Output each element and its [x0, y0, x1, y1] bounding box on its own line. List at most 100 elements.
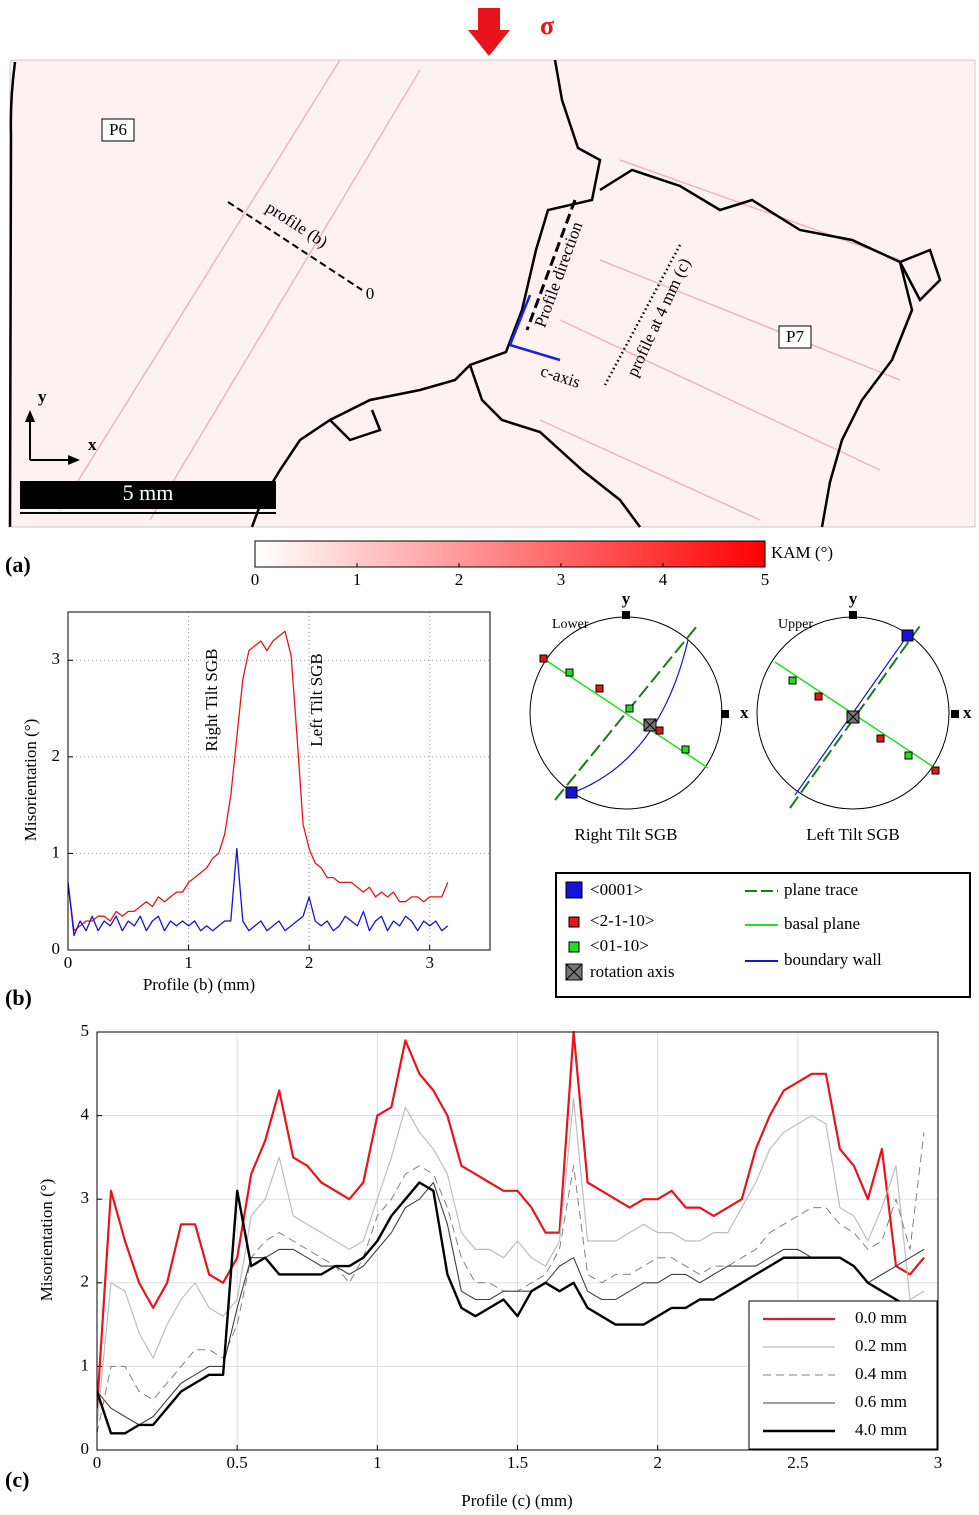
- legend-label: <2-1-10>: [590, 911, 655, 930]
- rotation-axis-cross: [846, 710, 860, 724]
- grain-label: P6: [109, 120, 127, 139]
- hemisphere-label: Lower: [552, 617, 589, 632]
- axis-label: x: [88, 435, 97, 454]
- legend-label: 0.2 mm: [855, 1336, 907, 1355]
- x-tick-label: 0: [93, 1453, 102, 1472]
- legend-label: <01-10>: [590, 936, 649, 955]
- x-tick-label: 0: [64, 953, 73, 972]
- pole-figures: Lower y x Right Tilt SGB Upper y x Left …: [529, 589, 972, 844]
- pole-2-1-10: [814, 692, 823, 701]
- x-axis-label: Profile (b) (mm): [143, 975, 255, 994]
- axis-label: x: [963, 703, 972, 722]
- data-line: [68, 847, 449, 937]
- map-background: [9, 59, 976, 528]
- colorbar-tick-label: 4: [659, 570, 668, 589]
- colorbar-tick-label: 3: [557, 570, 566, 589]
- data-line: [97, 1132, 925, 1434]
- axis-marker: [849, 611, 857, 619]
- annotation: Left Tilt SGB: [307, 653, 326, 747]
- scale-bar-label: 5 mm: [123, 480, 174, 505]
- y-axis-label: Misorientation (°): [21, 719, 40, 841]
- pole-caption: Right Tilt SGB: [574, 825, 677, 844]
- data-line: [68, 630, 449, 932]
- pole-caption: Left Tilt SGB: [806, 825, 900, 844]
- stress-label: σ: [540, 11, 554, 40]
- pole-2-1-10: [655, 726, 664, 735]
- arrow-head: [25, 410, 35, 422]
- profile-b-line: [227, 201, 363, 291]
- pole-01-10: [625, 704, 634, 713]
- y-tick-label: 4: [81, 1105, 90, 1124]
- pole-01-10: [788, 676, 797, 685]
- legend-label: 0.0 mm: [855, 1308, 907, 1327]
- grain-label: P7: [786, 327, 804, 346]
- pole-2-1-10: [876, 734, 885, 743]
- kam-map: P6 P7 profile (b) 0 Profile direction c-…: [8, 59, 976, 528]
- legend-label: <0001>: [590, 880, 643, 899]
- colorbar-label: KAM (°): [771, 543, 833, 562]
- axis-label: x: [740, 703, 749, 722]
- x-axis-label: Profile (c) (mm): [461, 1491, 572, 1510]
- colorbar-tick-label: 0: [251, 570, 260, 589]
- x-tick-label: 2: [305, 953, 314, 972]
- pole-0001: [901, 629, 914, 642]
- pole-2-1-10: [539, 654, 548, 663]
- hemisphere-label: Upper: [778, 617, 813, 632]
- y-tick-label: 5: [81, 1021, 90, 1040]
- y-tick-label: 3: [52, 649, 61, 668]
- colorbar-tick-label: 2: [455, 570, 464, 589]
- colorbar-tick-label: 1: [353, 570, 362, 589]
- colorbar: [254, 540, 766, 568]
- legend-swatch: [568, 941, 580, 953]
- axis-marker: [721, 710, 729, 718]
- pole-01-10: [904, 751, 913, 760]
- legend-label: 0.4 mm: [855, 1364, 907, 1383]
- data-line: [97, 1030, 925, 1409]
- data-line: [97, 1181, 925, 1426]
- legend-label: basal plane: [784, 914, 860, 933]
- grain-boundaries: [8, 59, 942, 528]
- y-tick-label: 2: [52, 746, 61, 765]
- x-tick-label: 2: [653, 1453, 662, 1472]
- pole-2-1-10: [595, 684, 604, 693]
- annotation: Right Tilt SGB: [202, 648, 221, 751]
- stress-arrow: [478, 8, 500, 30]
- axis-arrow: [508, 294, 532, 346]
- y-axis-label: Misorientation (°): [37, 1179, 56, 1301]
- legend-swatch: [565, 881, 583, 899]
- x-tick-label: 1: [373, 1453, 382, 1472]
- plot-frame: [67, 611, 491, 951]
- y-tick-label: 2: [81, 1272, 90, 1291]
- axis-marker: [951, 710, 959, 718]
- y-tick-label: 0: [81, 1439, 90, 1458]
- panel-label: (c): [5, 1467, 29, 1492]
- y-tick-label: 3: [81, 1188, 90, 1207]
- x-tick-label: 2.5: [787, 1453, 808, 1472]
- legend-label: boundary wall: [784, 950, 882, 969]
- x-tick-label: 1: [184, 953, 193, 972]
- arrow-head: [68, 455, 80, 465]
- pole-01-10: [565, 668, 574, 677]
- axis-label: y: [38, 387, 47, 406]
- y-tick-label: 1: [81, 1355, 90, 1374]
- x-tick-label: 0.5: [227, 1453, 248, 1472]
- legend-label: plane trace: [784, 880, 858, 899]
- grain-box: [101, 118, 135, 142]
- legend-box: [555, 872, 971, 998]
- data-line: [97, 1098, 925, 1425]
- colorbar-tick-label: 5: [761, 570, 770, 589]
- scale-bar: [20, 481, 276, 509]
- legend-label: 0.6 mm: [855, 1392, 907, 1411]
- origin-label: 0: [366, 284, 375, 303]
- pole-0001: [565, 786, 578, 799]
- panel-label: (b): [5, 985, 32, 1010]
- y-tick-label: 1: [52, 842, 61, 861]
- pole-2-1-10: [931, 766, 940, 775]
- legend-swatch: [565, 963, 583, 981]
- stress-arrow-head: [468, 30, 510, 56]
- x-tick-label: 1.5: [507, 1453, 528, 1472]
- legend-swatch: [568, 916, 580, 928]
- basal-plane: [543, 658, 709, 769]
- axis-label: y: [849, 589, 858, 608]
